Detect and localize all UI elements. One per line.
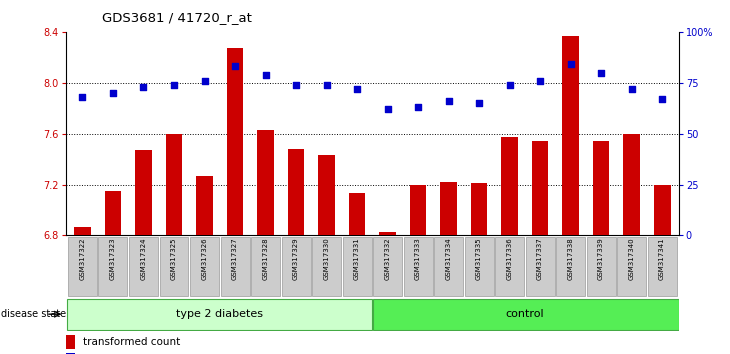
Bar (410, 184, 426, 235)
Point (595, 70, 607, 75)
FancyBboxPatch shape (617, 236, 646, 296)
Point (656, 96, 668, 102)
Point (473, 100, 485, 106)
FancyBboxPatch shape (68, 236, 97, 296)
Text: GDS3681 / 41720_r_at: GDS3681 / 41720_r_at (102, 11, 252, 24)
Text: GSM317338: GSM317338 (568, 237, 574, 280)
Bar (135, 150, 152, 235)
Point (107, 90, 119, 96)
Bar (471, 183, 488, 235)
Text: GSM317322: GSM317322 (80, 237, 85, 280)
Bar (74, 227, 91, 235)
Bar (440, 182, 457, 235)
Text: GSM317329: GSM317329 (293, 237, 299, 280)
Bar (623, 133, 640, 235)
Bar (349, 193, 366, 235)
Point (291, 82, 302, 88)
Text: GSM317324: GSM317324 (140, 237, 147, 280)
FancyBboxPatch shape (312, 236, 341, 296)
Point (565, 62, 577, 67)
Bar (226, 48, 243, 235)
Text: GSM317341: GSM317341 (659, 237, 665, 280)
Text: GSM317334: GSM317334 (445, 237, 452, 280)
Point (168, 82, 180, 88)
Text: GSM317339: GSM317339 (598, 237, 604, 280)
Bar (257, 130, 274, 235)
FancyBboxPatch shape (342, 236, 372, 296)
Bar (66, 336, 74, 349)
Bar (379, 232, 396, 235)
Point (382, 106, 393, 112)
FancyBboxPatch shape (251, 236, 280, 296)
Text: control: control (505, 309, 544, 319)
Text: GSM317325: GSM317325 (171, 237, 177, 280)
Point (320, 82, 332, 88)
FancyBboxPatch shape (99, 236, 128, 296)
Point (504, 82, 515, 88)
Point (199, 78, 210, 84)
Bar (318, 155, 335, 235)
Text: GSM317335: GSM317335 (476, 237, 482, 280)
FancyBboxPatch shape (220, 236, 250, 296)
FancyBboxPatch shape (160, 236, 188, 296)
Text: disease state: disease state (1, 309, 66, 319)
Bar (288, 149, 304, 235)
FancyBboxPatch shape (404, 236, 433, 296)
FancyBboxPatch shape (495, 236, 524, 296)
Bar (593, 141, 610, 235)
FancyBboxPatch shape (373, 299, 679, 330)
FancyBboxPatch shape (282, 236, 310, 296)
Text: GSM317331: GSM317331 (354, 237, 360, 280)
Text: GSM317323: GSM317323 (110, 237, 116, 280)
Point (138, 84, 150, 90)
Point (626, 86, 637, 92)
Bar (196, 176, 213, 235)
Bar (502, 137, 518, 235)
Text: GSM317336: GSM317336 (507, 237, 512, 280)
Point (412, 104, 424, 110)
Text: GSM317332: GSM317332 (385, 237, 391, 280)
Text: type 2 diabetes: type 2 diabetes (176, 309, 264, 319)
Point (260, 72, 272, 78)
Point (77, 94, 88, 100)
FancyBboxPatch shape (67, 299, 372, 330)
FancyBboxPatch shape (464, 236, 493, 296)
Bar (66, 353, 74, 354)
Text: GSM317327: GSM317327 (232, 237, 238, 280)
Text: GSM317337: GSM317337 (537, 237, 543, 280)
Bar (654, 184, 671, 235)
FancyBboxPatch shape (526, 236, 555, 296)
FancyBboxPatch shape (190, 236, 219, 296)
Point (229, 64, 241, 69)
FancyBboxPatch shape (434, 236, 463, 296)
Point (351, 86, 363, 92)
FancyBboxPatch shape (556, 236, 585, 296)
Point (534, 78, 546, 84)
FancyBboxPatch shape (129, 236, 158, 296)
Bar (562, 36, 579, 235)
Point (442, 98, 454, 104)
Text: GSM317328: GSM317328 (263, 237, 269, 280)
Text: transformed count: transformed count (82, 337, 180, 348)
FancyBboxPatch shape (373, 236, 402, 296)
Bar (166, 133, 182, 235)
Text: GSM317340: GSM317340 (629, 237, 634, 280)
Bar (104, 191, 121, 235)
Bar (531, 141, 548, 235)
FancyBboxPatch shape (648, 236, 677, 296)
Text: GSM317326: GSM317326 (201, 237, 207, 280)
Text: GSM317333: GSM317333 (415, 237, 421, 280)
FancyBboxPatch shape (587, 236, 615, 296)
Text: GSM317330: GSM317330 (323, 237, 329, 280)
